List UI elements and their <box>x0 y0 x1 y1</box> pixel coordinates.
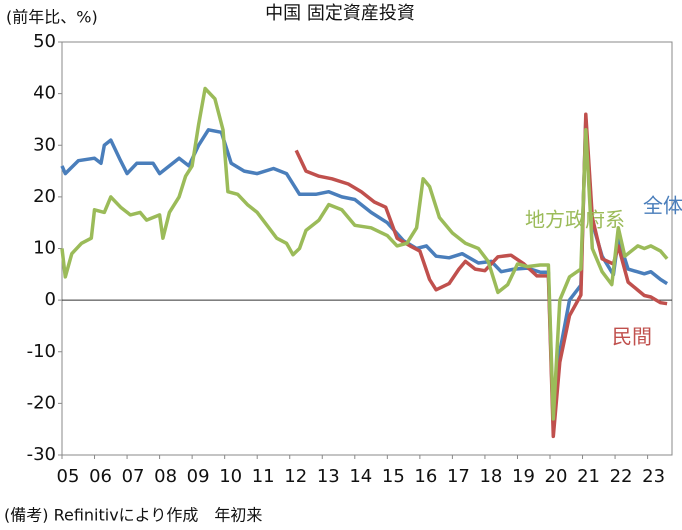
x-tick-label: 10 <box>219 466 242 487</box>
x-tick-label: 17 <box>447 466 470 487</box>
x-tick-label: 23 <box>642 466 665 487</box>
x-tick-label: 21 <box>577 466 600 487</box>
x-tick-label: 20 <box>545 466 568 487</box>
x-tick-label: 22 <box>610 466 633 487</box>
x-tick-label: 08 <box>154 466 177 487</box>
y-tick-label: 40 <box>33 83 56 104</box>
x-tick-label: 14 <box>349 466 372 487</box>
note: (備考) Refinitivにより作成 年初来 <box>4 506 262 525</box>
x-tick-label: 16 <box>414 466 437 487</box>
y-tick-label: 50 <box>33 31 56 52</box>
y-axis-label: (前年比、%) <box>6 8 98 27</box>
x-tick-label: 18 <box>479 466 502 487</box>
x-tick-label: 09 <box>187 466 210 487</box>
y-tick-label: 20 <box>33 186 56 207</box>
series-label: 地方政府系 <box>525 208 625 232</box>
x-tick-label: 07 <box>122 466 145 487</box>
x-tick-label: 05 <box>57 466 80 487</box>
x-tick-label: 15 <box>382 466 405 487</box>
x-tick-label: 11 <box>252 466 275 487</box>
series-line <box>60 86 669 421</box>
x-tick-label: 13 <box>317 466 340 487</box>
x-tick-label: 12 <box>284 466 307 487</box>
series-label: 民間 <box>612 325 652 349</box>
y-tick-label: 30 <box>33 134 56 155</box>
y-tick-label: -30 <box>27 444 56 465</box>
y-tick-label: 10 <box>33 238 56 259</box>
y-tick-label: -20 <box>27 392 56 413</box>
y-tick-label: 0 <box>45 289 56 310</box>
series-label: 全体 <box>643 194 682 218</box>
y-tick-label: -10 <box>27 341 56 362</box>
x-tick-label: 19 <box>512 466 535 487</box>
chart-title: 中国 固定資産投資 <box>265 3 415 24</box>
x-tick-label: 06 <box>89 466 112 487</box>
